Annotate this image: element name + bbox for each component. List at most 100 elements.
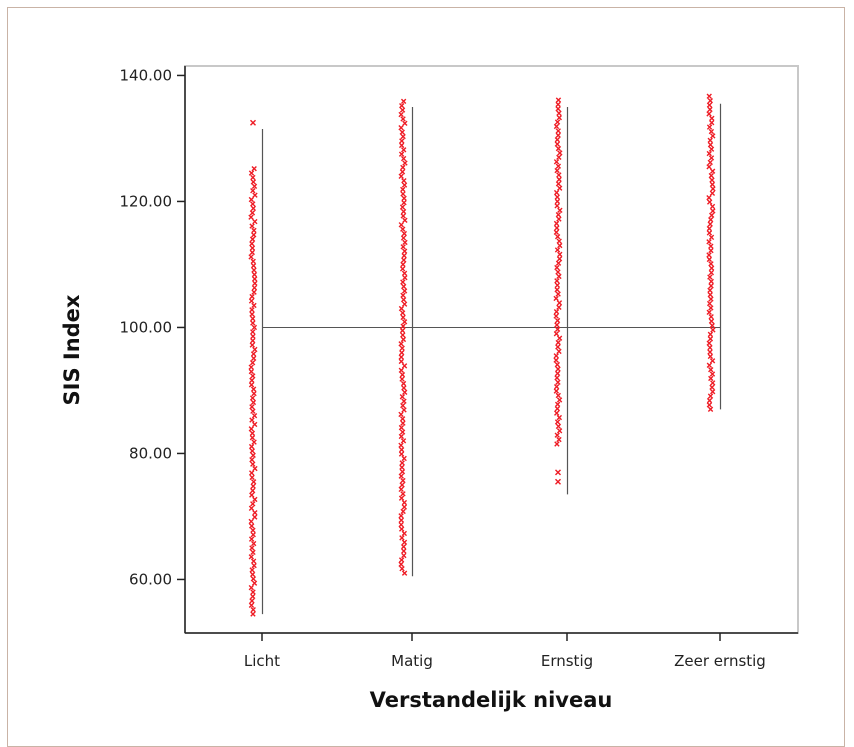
data-point [707, 97, 713, 104]
data-point [400, 186, 406, 193]
data-point [249, 457, 255, 463]
data-point [252, 346, 258, 353]
data-point [554, 282, 561, 288]
data-point [706, 397, 713, 404]
data-point [400, 402, 406, 409]
data-point [399, 535, 405, 541]
data-point [556, 185, 563, 191]
data-point [249, 210, 256, 216]
x-axis-title: Verstandelijk niveau [370, 688, 613, 712]
data-point [400, 477, 406, 484]
data-point [399, 482, 405, 488]
data-point [706, 362, 713, 368]
data-point [554, 317, 561, 324]
data-point [554, 247, 561, 253]
data-point [556, 428, 563, 434]
data-point [400, 438, 407, 444]
data-point [251, 271, 258, 278]
data-point [248, 518, 254, 525]
plot-area [184, 65, 799, 634]
y-tick-label: 140.00 [120, 66, 173, 84]
data-point [399, 345, 405, 351]
data-point [556, 335, 563, 341]
data-point [401, 200, 407, 206]
data-point [707, 287, 713, 293]
data-point [249, 487, 256, 494]
data-point [710, 208, 716, 214]
data-point [250, 452, 256, 459]
data-point [708, 172, 714, 179]
data-point [249, 342, 255, 348]
data-point [398, 486, 404, 493]
data-point [248, 505, 255, 511]
data-point [401, 530, 408, 537]
data-point [398, 173, 404, 179]
data-point [402, 239, 408, 246]
data-point [399, 429, 406, 435]
data-point [399, 416, 406, 422]
data-point [555, 106, 561, 112]
data-point [399, 394, 406, 400]
data-point [400, 297, 407, 303]
data-point [554, 119, 561, 125]
data-point [399, 327, 406, 334]
data-point [398, 517, 405, 523]
data-point [709, 322, 715, 329]
data-point [251, 183, 258, 190]
data-point [553, 357, 559, 363]
data-point [251, 412, 258, 419]
data-point [401, 283, 407, 290]
data-point [555, 366, 561, 372]
data-point [708, 265, 715, 271]
data-point [553, 220, 560, 227]
data-point [251, 580, 258, 586]
data-point [401, 177, 407, 184]
data-point [251, 232, 257, 238]
data-point [249, 567, 255, 573]
data-point [249, 435, 256, 441]
data-point [709, 384, 715, 390]
data-point [250, 337, 256, 344]
data-point [399, 310, 406, 316]
y-tick-label: 60.00 [129, 570, 172, 588]
data-point [556, 304, 562, 310]
data-point [555, 344, 561, 350]
data-point [400, 155, 407, 162]
data-point [708, 243, 714, 249]
outlier-point [555, 469, 561, 476]
data-point [250, 315, 256, 322]
data-point [708, 212, 715, 219]
data-point [555, 211, 562, 218]
data-point [250, 386, 257, 392]
data-point [248, 602, 255, 608]
data-point [400, 491, 406, 497]
data-point [249, 430, 256, 436]
data-point [251, 355, 257, 362]
data-point [707, 159, 713, 166]
data-point [707, 336, 714, 342]
data-point [710, 186, 716, 192]
data-point [556, 114, 562, 121]
data-point [251, 390, 257, 397]
data-point [708, 247, 714, 254]
data-point [402, 160, 408, 166]
data-point [709, 181, 716, 188]
data-point [399, 102, 405, 109]
data-point [401, 552, 407, 559]
data-point [398, 222, 404, 228]
data-point [706, 164, 712, 170]
data-point [248, 443, 255, 450]
data-point [400, 543, 407, 550]
data-point [554, 198, 561, 205]
data-point [401, 539, 408, 545]
data-point [398, 142, 405, 149]
data-point [400, 336, 407, 343]
data-point [708, 305, 714, 311]
data-point [708, 217, 714, 223]
data-point [401, 499, 408, 506]
data-point [555, 97, 562, 103]
data-point [248, 426, 255, 432]
data-point [400, 226, 406, 232]
data-point [252, 509, 258, 516]
data-point [398, 424, 405, 431]
